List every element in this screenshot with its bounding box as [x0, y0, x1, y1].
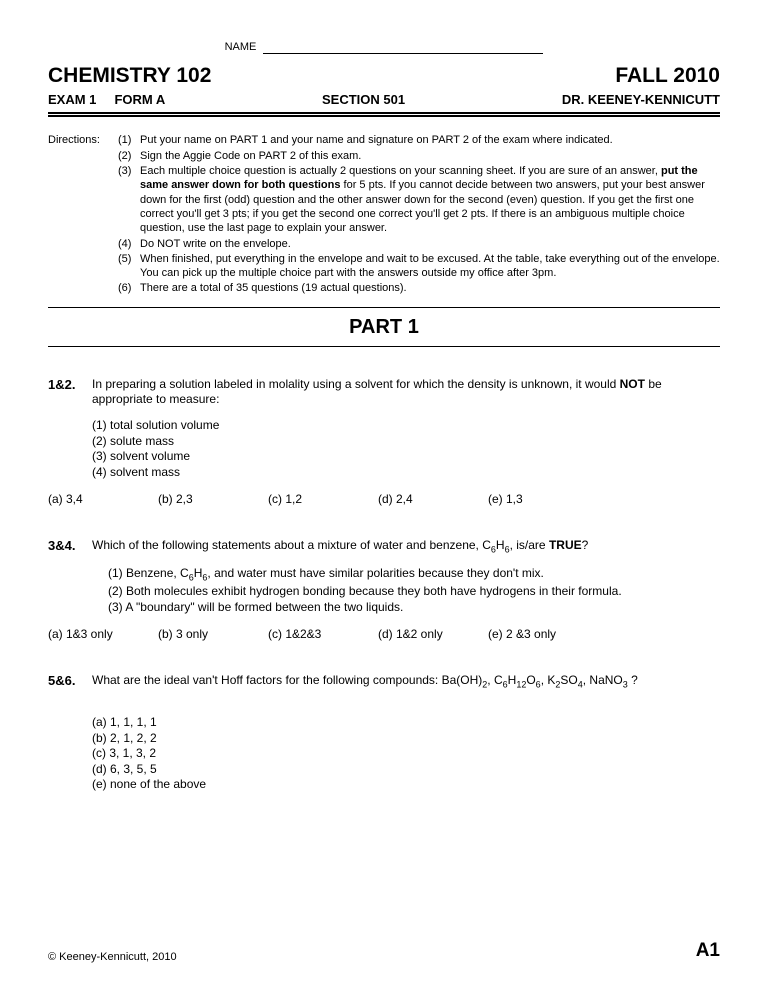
name-blank-line: [263, 53, 543, 54]
direction-item: (4)Do NOT write on the envelope.: [118, 237, 720, 251]
question-items: (1) total solution volume(2) solute mass…: [92, 418, 720, 480]
answer-choice: (b) 3 only: [158, 627, 268, 643]
statement-item: (3) A "boundary" will be formed between …: [108, 600, 720, 616]
part-title: PART 1: [48, 314, 720, 340]
statement-item: (1) total solution volume: [92, 418, 720, 434]
direction-text: When finished, put everything in the env…: [140, 252, 720, 281]
form-label: FORM A: [114, 92, 165, 107]
answer-choice: (b) 2,3: [158, 492, 268, 508]
name-row: NAME: [48, 40, 720, 54]
page-number: A1: [696, 939, 720, 964]
question-number: 5&6.: [48, 673, 92, 793]
direction-item: (2)Sign the Aggie Code on PART 2 of this…: [118, 149, 720, 163]
page-footer: © Keeney-Kennicutt, 2010 A1: [48, 939, 720, 964]
statement-item: (1) Benzene, C6H6, and water must have s…: [108, 566, 720, 584]
question-choices: (a) 3,4(b) 2,3(c) 1,2(d) 2,4(e) 1,3: [48, 492, 720, 508]
answer-choice: (c) 3, 1, 3, 2: [92, 746, 720, 762]
statement-item: (2) Both molecules exhibit hydrogen bond…: [108, 584, 720, 600]
direction-number: (6): [118, 281, 140, 295]
question-5-6: 5&6. What are the ideal van't Hoff facto…: [48, 673, 720, 793]
direction-item: (5)When finished, put everything in the …: [118, 252, 720, 281]
direction-number: (4): [118, 237, 140, 251]
answer-choice: (e) none of the above: [92, 777, 720, 793]
term: FALL 2010: [615, 62, 720, 89]
direction-number: (3): [118, 164, 140, 235]
question-stem: In preparing a solution labeled in molal…: [92, 377, 720, 408]
answer-choice: (c) 1&2&3: [268, 627, 378, 643]
course-title: CHEMISTRY 102: [48, 62, 211, 89]
answer-choice: (a) 1&3 only: [48, 627, 158, 643]
answer-choice: (b) 2, 1, 2, 2: [92, 731, 720, 747]
statement-item: (4) solvent mass: [92, 465, 720, 481]
question-items: (1) Benzene, C6H6, and water must have s…: [92, 566, 720, 615]
exam-label: EXAM 1: [48, 92, 96, 107]
answer-choice: (d) 2,4: [378, 492, 488, 508]
double-rule: [48, 112, 720, 117]
direction-number: (5): [118, 252, 140, 281]
direction-text: There are a total of 35 questions (19 ac…: [140, 281, 720, 295]
direction-item: (3)Each multiple choice question is actu…: [118, 164, 720, 235]
statement-item: (3) solvent volume: [92, 449, 720, 465]
direction-number: (1): [118, 133, 140, 147]
direction-item: (1)Put your name on PART 1 and your name…: [118, 133, 720, 147]
section-label: SECTION 501: [165, 92, 562, 109]
name-label: NAME: [225, 41, 257, 53]
directions-list: (1)Put your name on PART 1 and your name…: [118, 133, 720, 296]
question-3-4: 3&4. Which of the following statements a…: [48, 538, 720, 643]
direction-text: Each multiple choice question is actuall…: [140, 164, 720, 235]
header-row-2: EXAM 1 FORM A SECTION 501 DR. KEENEY-KEN…: [48, 92, 720, 109]
answer-choice: (e) 1,3: [488, 492, 598, 508]
answer-choice: (a) 3,4: [48, 492, 158, 508]
statement-item: (2) solute mass: [92, 434, 720, 450]
direction-text: Put your name on PART 1 and your name an…: [140, 133, 720, 147]
direction-text: Sign the Aggie Code on PART 2 of this ex…: [140, 149, 720, 163]
answer-choice: (e) 2 &3 only: [488, 627, 598, 643]
directions-label: Directions:: [48, 133, 118, 296]
instructor-label: DR. KEENEY-KENNICUTT: [562, 92, 720, 109]
answer-choice: (d) 1&2 only: [378, 627, 488, 643]
answer-choice: (c) 1,2: [268, 492, 378, 508]
direction-number: (2): [118, 149, 140, 163]
question-choices: (a) 1&3 only(b) 3 only(c) 1&2&3(d) 1&2 o…: [48, 627, 720, 643]
directions-block: Directions: (1)Put your name on PART 1 a…: [48, 133, 720, 296]
direction-item: (6)There are a total of 35 questions (19…: [118, 281, 720, 295]
direction-text: Do NOT write on the envelope.: [140, 237, 720, 251]
answer-choice: (a) 1, 1, 1, 1: [92, 715, 720, 731]
answer-choice: (d) 6, 3, 5, 5: [92, 762, 720, 778]
question-stem: What are the ideal van't Hoff factors fo…: [92, 673, 720, 691]
question-choices: (a) 1, 1, 1, 1(b) 2, 1, 2, 2(c) 3, 1, 3,…: [92, 715, 720, 793]
question-number: 1&2.: [48, 377, 92, 508]
header-row-1: CHEMISTRY 102 FALL 2010: [48, 62, 720, 89]
rule-above-part: [48, 307, 720, 308]
rule-below-part: [48, 346, 720, 347]
question-1-2: 1&2. In preparing a solution labeled in …: [48, 377, 720, 508]
copyright: © Keeney-Kennicutt, 2010: [48, 950, 177, 964]
question-stem: Which of the following statements about …: [92, 538, 720, 556]
